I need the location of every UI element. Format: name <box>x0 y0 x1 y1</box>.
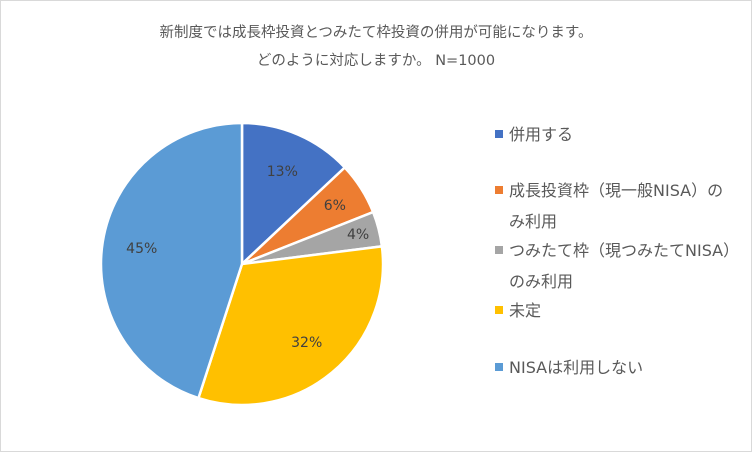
legend-label: 未定 <box>509 301 542 320</box>
legend-label: 成長投資枠（現一般NISA）のみ利用 <box>509 181 724 231</box>
pie-slice-0 <box>240 121 347 267</box>
legend-marker <box>495 129 503 138</box>
legend-marker <box>495 185 503 194</box>
legend-item-0: 併用する <box>495 119 739 150</box>
chart-title-line-2: どのように対応しますか。 N=1000 <box>256 53 496 69</box>
chart-title-line-1: 新制度では成長枠投資とつみたて枠投資の併用が可能になります。 <box>159 25 593 41</box>
legend-item-1: 成長投資枠（現一般NISA）のみ利用 <box>495 175 739 237</box>
legend-item-4: NISAは利用しない <box>495 352 739 383</box>
legend-label: つみたて枠（現つみたてNISA）のみ利用 <box>509 241 732 291</box>
pie-slice-4 <box>99 121 244 400</box>
legend-marker <box>495 362 503 371</box>
data-label-1: 6% <box>324 198 346 214</box>
data-label-2: 4% <box>347 227 369 243</box>
pie-slice-3 <box>196 244 385 407</box>
legend-label: 併用する <box>509 125 574 144</box>
legend-label: NISAは利用しない <box>509 358 644 377</box>
data-label-0: 13% <box>267 164 298 180</box>
legend-item-3: 未定 <box>495 295 739 326</box>
legend-marker <box>495 245 503 254</box>
legend-marker <box>495 305 503 314</box>
data-label-3: 32% <box>291 335 322 351</box>
legend-item-2: つみたて枠（現つみたてNISA）のみ利用 <box>495 235 739 297</box>
data-label-4: 45% <box>126 241 157 257</box>
